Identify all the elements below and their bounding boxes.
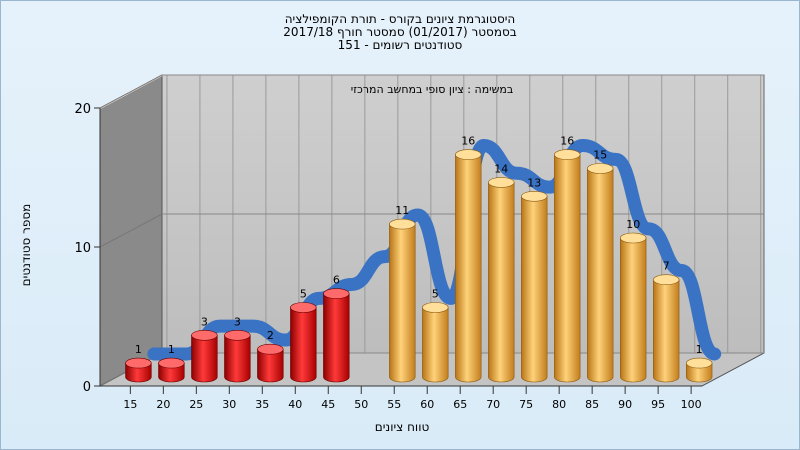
bar-value-label: 7 bbox=[663, 260, 670, 273]
bar-body bbox=[620, 237, 647, 383]
bar-body bbox=[653, 279, 680, 383]
bar-top bbox=[620, 232, 647, 244]
bar-body bbox=[224, 335, 251, 383]
bar: 3 bbox=[191, 315, 218, 383]
x-tick-label: 40 bbox=[288, 398, 302, 411]
x-axis-label: טווח ציונים bbox=[374, 420, 430, 434]
bar: 14 bbox=[488, 162, 515, 383]
x-tick-label: 20 bbox=[156, 398, 170, 411]
bar-top bbox=[389, 218, 416, 230]
chart-title-line-1: היסטוגרמת ציונים בקורס - תורת הקומפילציה bbox=[284, 12, 516, 26]
bar: 2 bbox=[257, 329, 284, 383]
bar-top bbox=[224, 329, 251, 341]
bar: 6 bbox=[323, 274, 350, 383]
bar-body bbox=[422, 307, 449, 383]
bar-top bbox=[686, 357, 713, 369]
smoothed-curve bbox=[147, 138, 722, 361]
bar: 3 bbox=[224, 315, 251, 383]
bar: 16 bbox=[554, 135, 581, 383]
x-tick-label: 95 bbox=[651, 398, 665, 411]
bar-value-label: 2 bbox=[267, 329, 274, 342]
chart-annotation: במשימה : ציון סופי במחשב המרכזי bbox=[351, 83, 514, 96]
chart-title-line-2: בסמסטר (01/2017) סמסטר חורף 2017/18 bbox=[283, 25, 517, 39]
x-tick-label: 90 bbox=[618, 398, 632, 411]
bar: 1 bbox=[125, 343, 152, 383]
bar-top bbox=[521, 191, 548, 202]
x-tick-label: 55 bbox=[387, 398, 401, 411]
bar-value-label: 1 bbox=[135, 343, 142, 356]
x-tick-label: 80 bbox=[552, 398, 566, 411]
bar-value-label: 6 bbox=[333, 274, 340, 287]
bar-body bbox=[488, 182, 515, 383]
x-tick-label: 70 bbox=[486, 398, 500, 411]
x-tick-label: 75 bbox=[519, 398, 533, 411]
bar-value-label: 5 bbox=[300, 288, 307, 301]
bar-body bbox=[323, 293, 350, 383]
bar-top bbox=[587, 163, 614, 174]
x-tick-label: 85 bbox=[585, 398, 599, 411]
horizontal-gridline bbox=[99, 74, 163, 109]
bar-body bbox=[257, 348, 284, 383]
bar: 1 bbox=[686, 343, 713, 383]
bar-value-label: 13 bbox=[527, 176, 541, 189]
bar-value-label: 11 bbox=[395, 204, 409, 217]
bar-top bbox=[422, 302, 449, 313]
bar: 16 bbox=[455, 135, 482, 383]
bar: 7 bbox=[653, 260, 680, 383]
y-tick-label: 20 bbox=[74, 102, 91, 117]
bar-body bbox=[290, 307, 317, 383]
bar-body bbox=[587, 168, 614, 383]
bar-value-label: 1 bbox=[696, 343, 703, 356]
bar-value-label: 3 bbox=[201, 315, 208, 328]
bar-body bbox=[521, 196, 548, 383]
bar-value-label: 16 bbox=[560, 135, 574, 148]
chart-title-line-3: סטודנטים רשומים - 151 bbox=[337, 38, 463, 52]
x-tick-label: 60 bbox=[420, 398, 434, 411]
bar-top bbox=[488, 177, 515, 188]
bar-body bbox=[554, 154, 581, 383]
bar-top bbox=[125, 357, 152, 369]
x-tick-label: 50 bbox=[354, 398, 368, 411]
bar-value-label: 14 bbox=[494, 162, 508, 175]
bar-top bbox=[191, 329, 218, 341]
bar-value-label: 3 bbox=[234, 315, 241, 328]
x-tick-label: 100 bbox=[681, 398, 702, 411]
bar-body bbox=[125, 362, 152, 383]
bar-top bbox=[158, 357, 185, 369]
bar-value-label: 5 bbox=[432, 288, 439, 301]
bar: 15 bbox=[587, 149, 614, 383]
bar: 1 bbox=[158, 343, 185, 383]
y-tick-label: 10 bbox=[74, 241, 91, 256]
bar-value-label: 15 bbox=[593, 149, 607, 162]
bar-top bbox=[257, 343, 284, 355]
bar: 5 bbox=[422, 288, 449, 383]
bar-body bbox=[686, 362, 713, 383]
x-tick-label: 45 bbox=[321, 398, 335, 411]
x-tick-label: 35 bbox=[255, 398, 269, 411]
x-tick-label: 65 bbox=[453, 398, 467, 411]
bar-top bbox=[554, 149, 581, 160]
bar-body bbox=[158, 362, 185, 383]
horizontal-gridline bbox=[99, 213, 163, 248]
bar-body bbox=[389, 223, 416, 383]
bar-body bbox=[455, 154, 482, 383]
bar-top bbox=[653, 274, 680, 286]
bar-top bbox=[290, 302, 317, 313]
x-tick-label: 30 bbox=[222, 398, 236, 411]
bar: 11 bbox=[389, 204, 416, 383]
bar-top bbox=[455, 149, 482, 160]
bar-value-label: 16 bbox=[461, 135, 475, 148]
y-tick-label: 0 bbox=[83, 380, 91, 395]
bar-body bbox=[191, 335, 218, 383]
x-tick-label: 15 bbox=[123, 398, 137, 411]
bar: 5 bbox=[290, 288, 317, 383]
bar: 10 bbox=[620, 218, 647, 383]
bar-top bbox=[323, 288, 350, 299]
bar: 13 bbox=[521, 176, 548, 383]
bar-value-label: 10 bbox=[626, 218, 640, 231]
bar-value-label: 1 bbox=[168, 343, 175, 356]
x-tick-label: 25 bbox=[189, 398, 203, 411]
